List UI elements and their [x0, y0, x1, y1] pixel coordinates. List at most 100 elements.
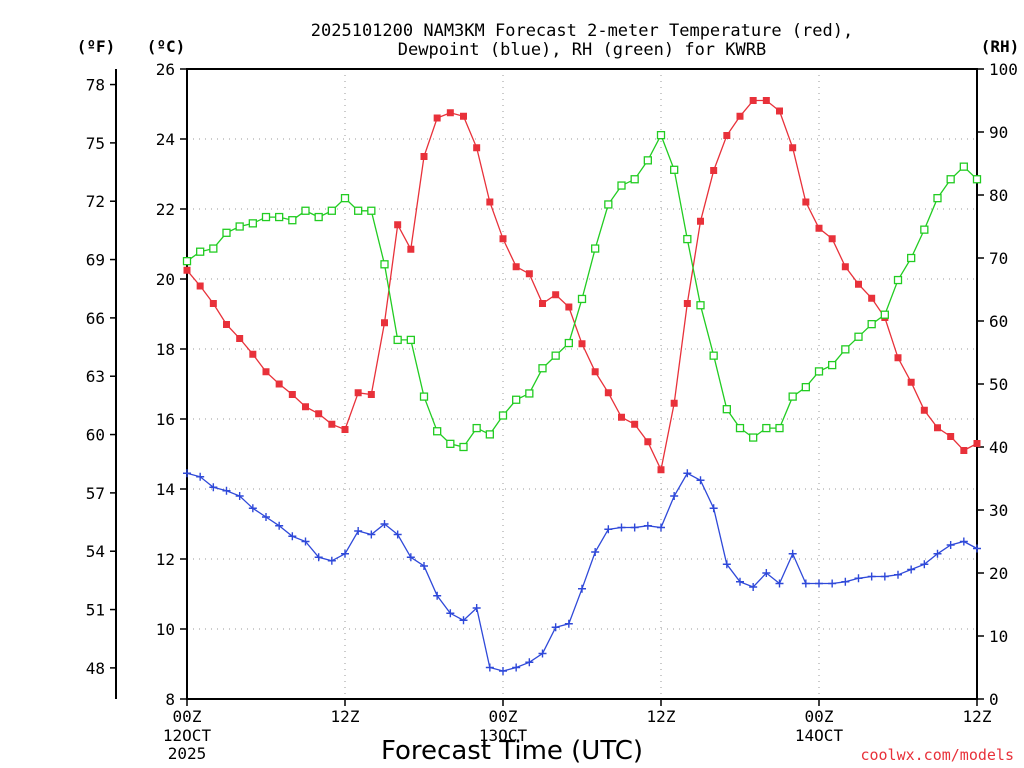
- celsius-tick-label: 24: [156, 130, 175, 149]
- rh-tick-label: 100: [989, 60, 1018, 79]
- rh-point: [604, 200, 613, 209]
- temperature-point: [223, 321, 230, 328]
- rh-point: [735, 423, 745, 433]
- dewpoint-point: [591, 548, 600, 556]
- fahrenheit-tick-label: 51: [86, 601, 105, 620]
- rh-point: [749, 433, 758, 442]
- rh-point: [222, 228, 231, 237]
- rh-point: [419, 392, 429, 401]
- celsius-tick-label: 20: [156, 270, 175, 289]
- dewpoint-point: [288, 532, 297, 541]
- dewpoint-point: [867, 572, 876, 581]
- x-tick-label: 00Z: [489, 707, 518, 726]
- rh-point: [459, 442, 468, 452]
- rh-unit-label: (RH): [981, 37, 1020, 56]
- temperature-point: [802, 198, 810, 206]
- temperature-point: [710, 167, 718, 174]
- fahrenheit-tick-label: 54: [86, 542, 105, 561]
- x-tick-label: 00Z: [173, 707, 202, 726]
- rh-point: [854, 332, 863, 341]
- dewpoint-point: [683, 469, 692, 478]
- dewpoint-line: [186, 472, 978, 672]
- temperature-point: [539, 300, 546, 307]
- x-tick-date-label: 13OCT: [479, 726, 528, 745]
- temperature-point: [381, 319, 388, 327]
- dewpoint-point: [525, 658, 534, 667]
- dewpoint-point: [959, 537, 968, 546]
- dewpoint-point: [248, 504, 257, 513]
- temperature-point: [618, 413, 625, 421]
- rh-point: [630, 175, 639, 184]
- dewpoint-point: [670, 492, 679, 500]
- dewpoint-point: [617, 523, 626, 532]
- temperature-point: [288, 391, 296, 398]
- rh-point: [801, 382, 810, 392]
- temperature-point: [736, 112, 744, 120]
- rh-point: [591, 244, 600, 253]
- dewpoint-point: [815, 579, 823, 588]
- rh-point: [367, 206, 376, 215]
- temperature-point: [328, 420, 336, 428]
- rh-point: [406, 335, 415, 345]
- temperature-point: [302, 403, 309, 411]
- rh-tick-label: 70: [989, 249, 1008, 268]
- rh-point: [327, 206, 336, 215]
- rh-point: [775, 423, 784, 433]
- temperature-point: [697, 217, 704, 225]
- temperature-point: [433, 114, 441, 122]
- rh-point: [722, 405, 731, 414]
- x-tick-label: 00Z: [805, 707, 834, 726]
- rh-point: [235, 222, 244, 231]
- rh-point: [446, 439, 455, 449]
- x-tick-year-label: 2025: [168, 744, 207, 763]
- temperature-point: [855, 280, 862, 288]
- dewpoint-point: [762, 569, 771, 577]
- rh-point: [841, 345, 850, 354]
- temperature-point: [670, 399, 678, 407]
- dewpoint-point: [894, 570, 902, 579]
- rh-point: [656, 130, 666, 140]
- rh-tick-label: 40: [989, 438, 1008, 457]
- rh-point: [472, 423, 481, 433]
- dewpoint-point: [604, 525, 613, 534]
- rh-point: [314, 212, 323, 222]
- celsius-tick-label: 18: [156, 340, 175, 359]
- celsius-tick-label: 12: [156, 550, 175, 569]
- dewpoint-point: [380, 520, 389, 528]
- temperature-point: [907, 378, 915, 386]
- temperature-point: [486, 198, 494, 206]
- dewpoint-point: [183, 469, 191, 478]
- temperature-point: [209, 300, 217, 307]
- rh-point: [512, 395, 521, 404]
- temperature-point: [631, 420, 639, 428]
- dewpoint-point: [722, 560, 731, 569]
- temperature-point: [828, 235, 836, 243]
- rh-point: [959, 162, 968, 171]
- dewpoint-point: [499, 667, 507, 675]
- rh-tick-label: 10: [989, 627, 1008, 646]
- rh-point: [288, 216, 297, 225]
- rh-point: [670, 165, 679, 174]
- rh-point: [617, 181, 626, 190]
- rh-tick-label: 0: [989, 690, 999, 709]
- rh-point: [683, 234, 692, 244]
- temperature-point: [683, 300, 691, 307]
- rh-point: [828, 360, 837, 370]
- dewpoint-point: [973, 544, 981, 553]
- x-tick-label: 12Z: [331, 707, 360, 726]
- dewpoint-point: [209, 483, 218, 492]
- data-series: [182, 97, 982, 675]
- dewpoint-point: [538, 649, 547, 658]
- temperature-point: [249, 350, 257, 358]
- dewpoint-point: [630, 523, 639, 532]
- dewpoint-point: [907, 565, 916, 574]
- x-tick-label: 12Z: [647, 707, 676, 726]
- temperature-point: [473, 144, 481, 152]
- rh-point: [433, 427, 442, 436]
- temperature-point: [762, 97, 770, 104]
- rh-point: [498, 411, 508, 420]
- dewpoint-point: [736, 577, 744, 586]
- temperature-point: [868, 294, 876, 302]
- dewpoint-point: [512, 663, 521, 672]
- celsius-tick-label: 14: [156, 480, 175, 499]
